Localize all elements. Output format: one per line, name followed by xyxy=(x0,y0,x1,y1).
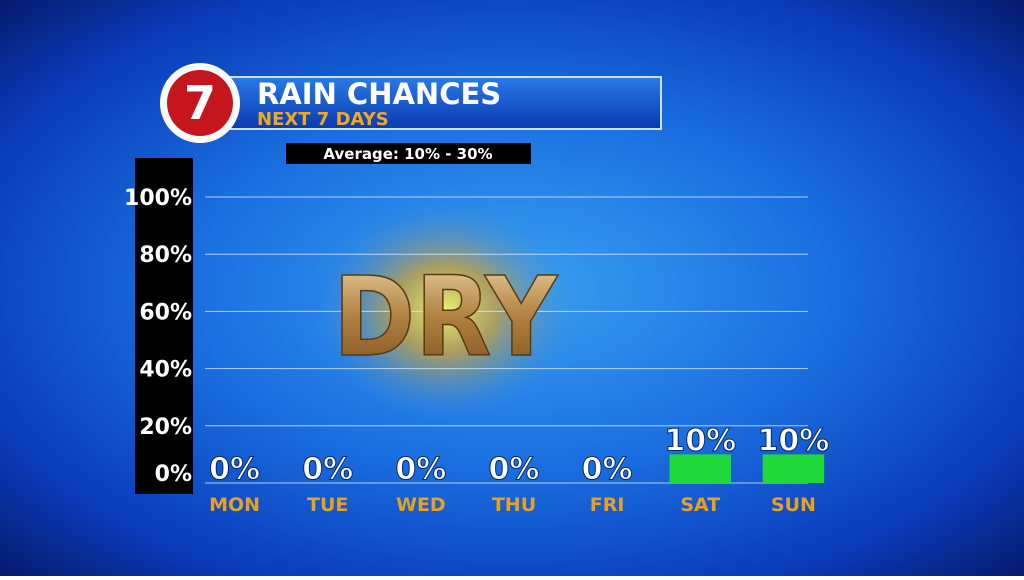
note-box xyxy=(286,143,531,164)
x-tick-label: MON xyxy=(209,494,260,516)
y-tick-label: 40% xyxy=(139,358,192,383)
y-tick-label: 100% xyxy=(124,186,192,211)
x-tick-label: THU xyxy=(492,494,536,516)
x-tick-label: SUN xyxy=(771,494,816,516)
y-tick-label: 80% xyxy=(139,243,192,268)
y-tick-label: 20% xyxy=(139,415,192,440)
value-label: 0% xyxy=(395,452,446,487)
y-tick-label: 0% xyxy=(155,462,192,487)
logo: 7 xyxy=(184,76,216,130)
value-label: 0% xyxy=(209,452,260,487)
value-label: 0% xyxy=(582,452,633,487)
annotation: DRY xyxy=(333,253,558,381)
value-label: 0% xyxy=(489,452,540,487)
chart-subtitle: NEXT 7 DAYS xyxy=(257,109,389,130)
bar xyxy=(762,454,825,483)
glow xyxy=(315,200,575,420)
title-box xyxy=(214,76,662,130)
x-tick-label: SAT xyxy=(680,494,720,516)
axis-panel xyxy=(135,158,193,494)
note: Average: 10% - 30% xyxy=(323,145,492,163)
x-tick-label: TUE xyxy=(307,494,348,516)
x-tick-label: FRI xyxy=(590,494,625,516)
value-label: 0% xyxy=(302,452,353,487)
bar xyxy=(669,454,732,483)
value-label: 10% xyxy=(758,423,830,458)
logo-circle xyxy=(167,70,233,136)
chart-title: RAIN CHANCES xyxy=(257,77,501,111)
value-label: 10% xyxy=(664,423,736,458)
y-tick-label: 60% xyxy=(139,300,192,325)
x-tick-label: WED xyxy=(396,494,446,516)
